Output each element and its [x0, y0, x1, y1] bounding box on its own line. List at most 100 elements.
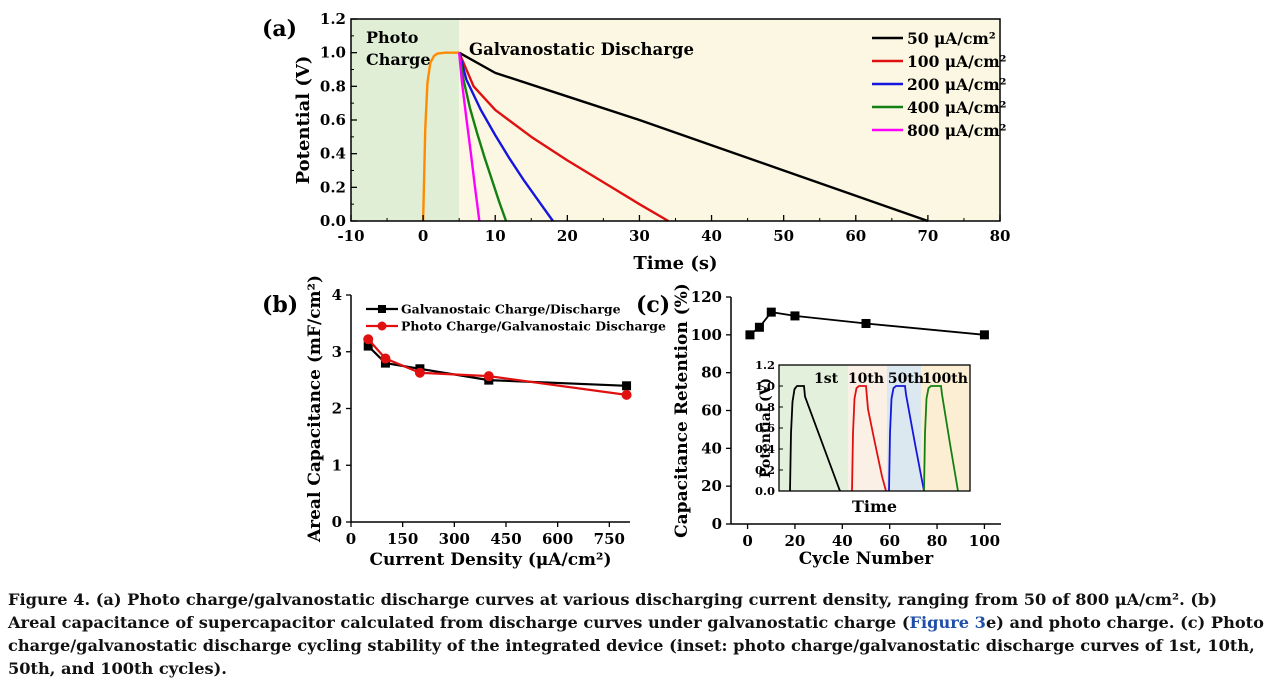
- inset-y-tick-label: 1.2: [755, 358, 775, 372]
- x-tick-label: 70: [917, 227, 938, 245]
- figure-caption: Figure 4. (a) Photo charge/galvanostatic…: [8, 588, 1270, 680]
- data-point-photo-charge-galvanostaic-discharge: [483, 371, 494, 382]
- x-tick-label: 80: [990, 227, 1011, 245]
- inset-y-tick-label: 0.2: [755, 463, 775, 477]
- y-tick-label: 0.6: [320, 111, 346, 129]
- series-line-400-a-cm: [457, 52, 508, 222]
- y-tick-label: 1.2: [320, 10, 346, 28]
- data-point-capacitance-retention: [790, 311, 800, 321]
- inset-y-tick-label: 1.0: [755, 379, 775, 393]
- panel-c-x-axis-label: Cycle Number: [799, 549, 935, 569]
- x-tick-label: 150: [387, 530, 418, 548]
- x-tick-label: 80: [927, 532, 948, 550]
- x-tick-label: 30: [629, 227, 650, 245]
- y-tick-label: 100: [691, 326, 722, 344]
- x-tick-label: 750: [594, 530, 625, 548]
- x-tick-label: 40: [832, 532, 853, 550]
- y-tick-label: 0: [712, 515, 722, 533]
- y-tick-label: 1: [332, 456, 342, 474]
- y-tick-label: 120: [691, 288, 722, 306]
- y-tick-label: 0.2: [320, 178, 346, 196]
- y-tick-label: 0: [332, 513, 342, 531]
- inset-cycle-label-10th: 10th: [848, 371, 884, 387]
- panel-a-x-axis-label: Time (s): [633, 253, 717, 274]
- y-tick-label: 3: [332, 343, 342, 361]
- inset-y-tick-label: 0.6: [755, 421, 775, 435]
- panel-b: (b) 0 150 300 450 600 750 0 1 2 3 4 Galvanostaic C…: [262, 275, 666, 570]
- region-label-photo-charge-line-1: Photo: [366, 28, 419, 47]
- inset-curve-cycle-10th: [851, 385, 887, 492]
- figure-3-link[interactable]: Figure 3: [909, 613, 986, 632]
- caption-text-2: e) and photo charge. (c) Photo charge/ga…: [8, 613, 1264, 678]
- data-point-capacitance-retention: [745, 330, 755, 340]
- series-line-100-a-cm: [458, 52, 669, 223]
- data-point-photo-charge-galvanostaic-discharge: [414, 367, 425, 378]
- x-tick-label: 20: [785, 532, 806, 550]
- legend-label-photo-charge-galvanostaic-discharge: Photo Charge/Galvanostaic Discharge: [401, 319, 666, 334]
- panel-a-legend: 50 μA/cm² 100 μA/cm² 200 μA/cm² 400 μA/cm² 8…: [872, 29, 1006, 140]
- caption-text-1: Figure 4. (a) Photo charge/galvanostatic…: [8, 590, 1218, 632]
- inset-y-tick-label: 0.8: [755, 400, 775, 414]
- data-point-photo-charge-galvanostaic-discharge: [363, 334, 374, 345]
- panel-b-legend: Galvanostaic Charge/Discharge Photo Charg…: [366, 302, 666, 334]
- region-label-photo-charge-line-2: Charge: [366, 50, 431, 69]
- x-tick-label: 0: [346, 530, 356, 548]
- panel-b-x-axis-label: Current Density (μA/cm²): [369, 550, 611, 570]
- inset-cycle-label-100th: 100th: [922, 371, 968, 387]
- legend-label-100-a-cm: 100 μA/cm²: [907, 52, 1006, 71]
- inset-y-tick-label: 0.0: [755, 484, 775, 498]
- x-tick-label: 60: [845, 227, 866, 245]
- region-galvanostatic-discharge-background: [459, 19, 1001, 221]
- panel-a: (a) -10 0 10 20 30 40 50 60 70 80 0.0 0.2 0.4 0.6 0.8 1…: [262, 10, 1010, 274]
- legend-marker-photo-charge-galvanostaic-discharge: [377, 321, 387, 331]
- y-tick-label: 2: [332, 400, 342, 418]
- legend-label-200-a-cm: 200 μA/cm²: [907, 75, 1006, 94]
- photo-charge-curve: [421, 51, 460, 222]
- legend-label-50-a-cm: 50 μA/cm²: [907, 29, 996, 48]
- data-point-photo-charge-galvanostaic-discharge: [621, 389, 632, 400]
- legend-label-400-a-cm: 400 μA/cm²: [907, 98, 1006, 117]
- y-tick-label: 60: [701, 402, 722, 420]
- series-line-50-a-cm: [458, 51, 929, 223]
- inset-curve-cycle-100th: [923, 385, 959, 492]
- inset-curve-cycle-50th: [888, 385, 925, 492]
- data-point-galvanostaic-charge-discharge: [622, 381, 632, 391]
- figure-canvas: (a) -10 0 10 20 30 40 50 60 70 800.00.20.40.60.81…: [262, 10, 1010, 570]
- x-tick-label: 10: [485, 227, 506, 245]
- series-line-galvanostaic-charge-discharge: [367, 345, 627, 387]
- series-line-800-a-cm: [457, 52, 481, 222]
- inset-curve-cycle-1st: [789, 385, 841, 492]
- panel-c-y-axis-label: Capacitance Retention (%): [672, 283, 692, 538]
- panel-b-label: (b): [262, 292, 298, 318]
- x-tick-label: 450: [490, 530, 521, 548]
- data-point-capacitance-retention: [861, 318, 871, 328]
- legend-marker-galvanostaic-charge-discharge: [378, 305, 386, 313]
- panel-c-label: (c): [636, 292, 670, 318]
- data-point-capacitance-retention: [766, 307, 776, 317]
- data-point-galvanostaic-charge-discharge: [363, 341, 373, 351]
- x-tick-label: 40: [701, 227, 722, 245]
- x-tick-label: -10: [337, 227, 364, 245]
- x-tick-label: 50: [773, 227, 794, 245]
- y-tick-label: 1.0: [320, 44, 346, 62]
- legend-label-800-a-cm: 800 μA/cm²: [907, 121, 1006, 140]
- x-tick-label: 20: [557, 227, 578, 245]
- y-tick-label: 80: [701, 364, 722, 382]
- legend-label-galvanostaic-charge-discharge: Galvanostaic Charge/Discharge: [401, 302, 621, 317]
- x-tick-label: 0: [418, 227, 428, 245]
- inset-y-axis-label: Potential (V): [758, 378, 774, 478]
- x-tick-label: 300: [439, 530, 470, 548]
- x-tick-label: 0: [742, 532, 752, 550]
- region-label-galvanostatic-discharge: Galvanostatic Discharge: [469, 40, 694, 59]
- panel-a-y-axis-label: Potential (V): [293, 56, 314, 185]
- panel-a-label: (a): [262, 16, 297, 42]
- x-tick-label: 60: [879, 532, 900, 550]
- inset-y-tick-label: 0.4: [755, 442, 775, 456]
- series-line-200-a-cm: [458, 52, 554, 222]
- y-tick-label: 4: [332, 286, 342, 304]
- y-tick-label: 20: [701, 477, 722, 495]
- x-tick-label: 100: [969, 532, 1000, 550]
- y-tick-label: 0.8: [320, 77, 346, 95]
- inset-cycle-label-1st: 1st: [814, 371, 839, 387]
- panel-c: (c) 0 20 40 60 80 100 0 20 40 60 80 100 120 1st 10th 5…: [636, 283, 1001, 569]
